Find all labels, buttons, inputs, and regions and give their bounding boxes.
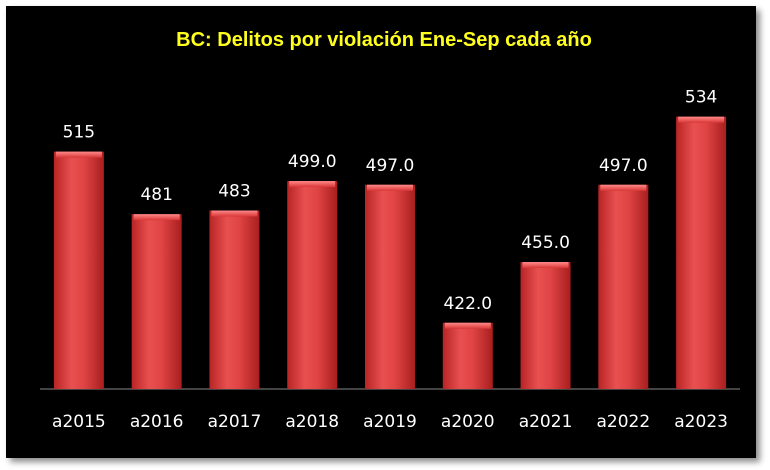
bar-a2020 <box>442 322 493 389</box>
category-label-a2018: a2018 <box>285 412 339 432</box>
bars-group <box>53 116 727 390</box>
bar-bevel <box>678 116 725 123</box>
bar-a2017 <box>209 210 260 389</box>
bar-bevel <box>367 184 413 191</box>
value-label-a2023: 534 <box>685 88 717 108</box>
bar-bevel <box>444 322 491 329</box>
bar-body <box>53 151 104 389</box>
bar-body <box>287 181 338 389</box>
bar-body <box>520 262 571 389</box>
category-label-a2016: a2016 <box>130 412 184 432</box>
value-label-a2016: 481 <box>140 185 172 205</box>
bar-bevel <box>55 151 102 158</box>
bar-body <box>598 184 649 389</box>
value-label-a2021: 455.0 <box>521 233 570 253</box>
bar-a2018 <box>287 181 338 389</box>
value-label-a2017: 483 <box>218 182 250 202</box>
category-label-a2017: a2017 <box>208 412 262 432</box>
category-label-a2022: a2022 <box>596 412 650 432</box>
bar-a2019 <box>365 184 415 389</box>
bar-bevel <box>211 210 258 217</box>
value-label-a2015: 515 <box>63 123 95 143</box>
category-label-a2019: a2019 <box>363 412 417 432</box>
bar-chart: BC: Delitos por violación Ene-Sep cada a… <box>40 29 740 432</box>
category-labels-group: a2015 a2016 a2017 a2018 a2019 a2020 a2021 a2022… <box>52 412 728 432</box>
bar-a2021 <box>520 262 571 389</box>
category-label-a2023: a2023 <box>674 412 728 432</box>
bar-a2022 <box>598 184 649 389</box>
category-label-a2015: a2015 <box>52 412 106 432</box>
bar-bevel <box>600 184 647 191</box>
bar-body <box>131 214 182 389</box>
bar-a2015 <box>53 151 104 389</box>
bar-bevel <box>133 214 180 221</box>
bar-body <box>676 116 727 390</box>
bar-body <box>442 322 493 389</box>
chart-frame: BC: Delitos por violación Ene-Sep cada a… <box>6 6 756 458</box>
category-label-a2020: a2020 <box>441 412 495 432</box>
value-label-a2020: 422.0 <box>443 294 492 314</box>
value-label-a2018: 499.0 <box>288 152 337 172</box>
bar-bevel <box>289 181 336 188</box>
bar-a2016 <box>131 214 182 389</box>
value-label-a2019: 497.0 <box>366 156 415 176</box>
value-label-a2022: 497.0 <box>599 156 648 176</box>
bar-bevel <box>522 262 569 269</box>
value-labels-group: 515 481 483 499.0 497.0 422.0 455.0 497.0 534 <box>63 88 718 314</box>
bar-body <box>365 184 415 389</box>
chart-title: BC: Delitos por violación Ene-Sep cada a… <box>176 29 592 51</box>
bar-body <box>209 210 260 389</box>
category-label-a2021: a2021 <box>519 412 573 432</box>
bar-a2023 <box>676 116 727 390</box>
